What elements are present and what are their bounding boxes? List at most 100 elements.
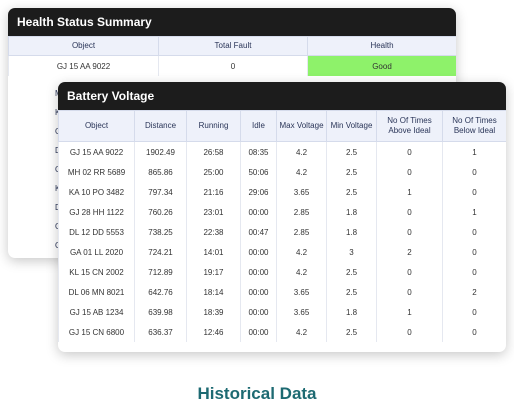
- object-cell: GJ 15 AB 1234: [58, 302, 135, 322]
- above-ideal-cell: 0: [376, 141, 443, 162]
- running-cell: 18:39: [186, 302, 241, 322]
- table-row[interactable]: GA 01 LL 2020 724.21 14:01 00:00 4.2 3 2 0: [58, 242, 506, 262]
- object-cell: KA 10 PO 3482: [58, 182, 135, 202]
- running-cell: 18:14: [186, 282, 241, 302]
- below-ideal-cell: 1: [442, 202, 506, 222]
- idle-cell: 00:00: [240, 262, 277, 282]
- max-voltage-cell: 4.2: [276, 322, 327, 342]
- max-voltage-cell: 3.65: [276, 302, 327, 322]
- min-voltage-cell: 2.5: [326, 262, 377, 282]
- distance-cell: 639.98: [134, 302, 187, 322]
- above-ideal-cell: 1: [376, 182, 443, 202]
- idle-cell: 50:06: [240, 162, 277, 182]
- column-header-object[interactable]: Object: [58, 110, 135, 142]
- min-voltage-cell: 2.5: [326, 162, 377, 182]
- min-voltage-cell: 3: [326, 242, 377, 262]
- below-ideal-cell: 1: [442, 141, 506, 162]
- min-voltage-cell: 1.8: [326, 202, 377, 222]
- table-row[interactable]: KL 15 CN 2002 712.89 19:17 00:00 4.2 2.5 0 0: [58, 262, 506, 282]
- column-header-above-ideal[interactable]: No Of Times Above Ideal: [376, 110, 443, 142]
- min-voltage-cell: 1.8: [326, 302, 377, 322]
- table-row[interactable]: GJ 15 CN 6800 636.37 12:46 00:00 4.2 2.5 0 0: [58, 322, 506, 342]
- object-cell: MH 02 RR 5689: [58, 162, 135, 182]
- min-voltage-cell: 2.5: [326, 182, 377, 202]
- above-ideal-cell: 0: [376, 322, 443, 342]
- below-ideal-cell: 0: [442, 322, 506, 342]
- health-summary-header-row: Object Total Fault Health: [8, 36, 456, 56]
- column-header-object[interactable]: Object: [8, 36, 159, 56]
- above-ideal-cell: 0: [376, 222, 443, 242]
- running-cell: 25:00: [186, 162, 241, 182]
- max-voltage-cell: 2.85: [276, 222, 327, 242]
- table-row[interactable]: KA 10 PO 3482 797.34 21:16 29:06 3.65 2.5 1 0: [58, 182, 506, 202]
- distance-cell: 865.86: [134, 162, 187, 182]
- max-voltage-cell: 4.2: [276, 141, 327, 162]
- min-voltage-cell: 1.8: [326, 222, 377, 242]
- min-voltage-cell: 2.5: [326, 282, 377, 302]
- table-row[interactable]: GJ 15 AA 9022 0 Good: [8, 55, 456, 76]
- max-voltage-cell: 4.2: [276, 262, 327, 282]
- column-header-max-voltage[interactable]: Max Voltage: [276, 110, 327, 142]
- running-cell: 21:16: [186, 182, 241, 202]
- column-header-health[interactable]: Health: [307, 36, 456, 56]
- column-header-distance[interactable]: Distance: [134, 110, 187, 142]
- above-ideal-cell: 2: [376, 242, 443, 262]
- partial-object-letter: K: [55, 108, 63, 117]
- table-row[interactable]: DL 12 DD 5553 738.25 22:38 00:47 2.85 1.8 0 0: [58, 222, 506, 242]
- object-cell: GJ 15 AA 9022: [58, 141, 135, 162]
- column-header-min-voltage[interactable]: Min Voltage: [326, 110, 377, 142]
- partial-object-letter: K: [55, 184, 63, 193]
- max-voltage-cell: 4.2: [276, 162, 327, 182]
- min-voltage-cell: 2.5: [326, 141, 377, 162]
- min-voltage-cell: 2.5: [326, 322, 377, 342]
- object-cell: DL 12 DD 5553: [58, 222, 135, 242]
- distance-cell: 636.37: [134, 322, 187, 342]
- below-ideal-cell: 2: [442, 282, 506, 302]
- object-cell: GJ 28 HH 1122: [58, 202, 135, 222]
- idle-cell: 00:00: [240, 242, 277, 262]
- table-row[interactable]: DL 06 MN 8021 642.76 18:14 00:00 3.65 2.5 0 2: [58, 282, 506, 302]
- max-voltage-cell: 3.65: [276, 182, 327, 202]
- distance-cell: 760.26: [134, 202, 187, 222]
- table-row[interactable]: MH 02 RR 5689 865.86 25:00 50:06 4.2 2.5 0 0: [58, 162, 506, 182]
- battery-voltage-table: Object Distance Running Idle Max Voltage…: [58, 110, 506, 342]
- historical-data-caption: Historical Data: [197, 384, 317, 403]
- idle-cell: 00:47: [240, 222, 277, 242]
- running-cell: 19:17: [186, 262, 241, 282]
- distance-cell: 797.34: [134, 182, 187, 202]
- idle-cell: 29:06: [240, 182, 277, 202]
- battery-voltage-panel: Battery Voltage Object Distance Running …: [58, 82, 506, 352]
- column-header-below-ideal[interactable]: No Of Times Below Ideal: [442, 110, 506, 142]
- object-cell: DL 06 MN 8021: [58, 282, 135, 302]
- above-ideal-cell: 1: [376, 302, 443, 322]
- table-row[interactable]: GJ 15 AB 1234 639.98 18:39 00:00 3.65 1.8 1 0: [58, 302, 506, 322]
- column-header-running[interactable]: Running: [186, 110, 241, 142]
- idle-cell: 00:00: [240, 322, 277, 342]
- distance-cell: 712.89: [134, 262, 187, 282]
- idle-cell: 00:00: [240, 302, 277, 322]
- column-header-idle[interactable]: Idle: [240, 110, 277, 142]
- object-cell: KL 15 CN 2002: [58, 262, 135, 282]
- partial-object-letter: D: [55, 203, 63, 212]
- table-row[interactable]: GJ 15 AA 9022 1902.49 26:58 08:35 4.2 2.5 0 1: [58, 141, 506, 162]
- distance-cell: 738.25: [134, 222, 187, 242]
- above-ideal-cell: 0: [376, 282, 443, 302]
- above-ideal-cell: 0: [376, 202, 443, 222]
- object-cell: GJ 15 CN 6800: [58, 322, 135, 342]
- below-ideal-cell: 0: [442, 262, 506, 282]
- table-row[interactable]: GJ 28 HH 1122 760.26 23:01 00:00 2.85 1.8 0 1: [58, 202, 506, 222]
- distance-cell: 642.76: [134, 282, 187, 302]
- idle-cell: 00:00: [240, 202, 277, 222]
- running-cell: 23:01: [186, 202, 241, 222]
- below-ideal-cell: 0: [442, 302, 506, 322]
- running-cell: 26:58: [186, 141, 241, 162]
- distance-cell: 724.21: [134, 242, 187, 262]
- distance-cell: 1902.49: [134, 141, 187, 162]
- above-ideal-cell: 0: [376, 262, 443, 282]
- column-header-total-fault[interactable]: Total Fault: [158, 36, 308, 56]
- max-voltage-cell: 2.85: [276, 202, 327, 222]
- max-voltage-cell: 4.2: [276, 242, 327, 262]
- health-status-badge: Good: [307, 55, 456, 76]
- idle-cell: 08:35: [240, 141, 277, 162]
- max-voltage-cell: 3.65: [276, 282, 327, 302]
